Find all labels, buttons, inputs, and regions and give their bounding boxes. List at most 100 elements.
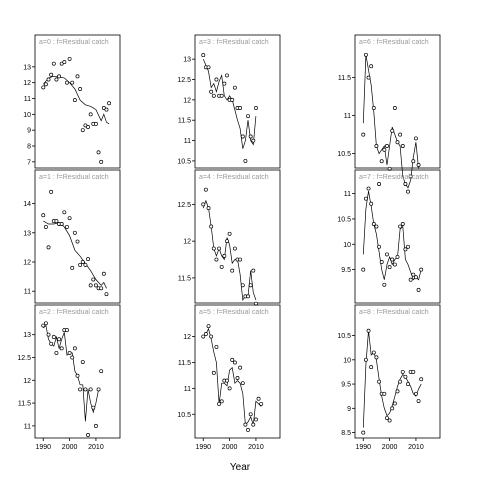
data-point [78, 387, 83, 392]
data-point [99, 159, 104, 164]
fitted-line [202, 58, 257, 149]
data-point [403, 182, 408, 186]
data-point [377, 182, 382, 186]
data-point [67, 216, 72, 221]
data-point [91, 277, 96, 282]
data-point [43, 321, 48, 326]
y-tick-label: 11 [24, 96, 31, 103]
data-point [253, 417, 258, 422]
data-point [214, 257, 219, 262]
fitted-line [362, 330, 422, 428]
data-point [251, 138, 256, 143]
y-tick-label: 10 [343, 242, 351, 249]
data-point [78, 87, 83, 91]
y-tick-label: 12.5 [17, 355, 31, 362]
x-axis-label: Year [230, 462, 251, 473]
y-tick-label: 9 [347, 406, 351, 413]
data-point [41, 85, 46, 90]
data-point [86, 433, 90, 437]
y-tick-label: 11 [184, 386, 191, 393]
data-point [96, 387, 101, 392]
data-point [374, 144, 379, 148]
data-point [65, 80, 69, 85]
y-tick-label: 10.5 [337, 151, 351, 158]
data-point [54, 219, 59, 224]
data-point [232, 360, 237, 365]
data-point [88, 112, 93, 117]
panel: a=2 : f=Residual catch 11 11.5 12 12.5 13 1990… [17, 304, 121, 451]
panel-frame [354, 304, 441, 439]
data-point [403, 374, 408, 379]
y-tick-label: 11 [184, 138, 191, 145]
data-point [361, 430, 366, 435]
x-tick-label: 2000 [62, 444, 78, 451]
y-tick-label: 8 [27, 144, 31, 151]
data-point [371, 350, 376, 355]
panel-frame [194, 304, 281, 439]
data-point [400, 144, 405, 148]
y-tick-label: 11 [24, 289, 31, 296]
data-point [406, 244, 410, 249]
data-point [46, 77, 51, 82]
data-point [403, 247, 408, 252]
panel-frame [34, 169, 121, 304]
data-point [93, 121, 98, 126]
data-point [385, 252, 389, 257]
data-point [243, 422, 248, 427]
data-point [46, 245, 51, 250]
data-point [51, 61, 56, 66]
data-point [107, 101, 112, 106]
panel-frame [354, 169, 441, 304]
data-point [227, 231, 232, 236]
y-tick-label: 9.5 [341, 267, 351, 274]
strip-label: a=4 : f=Residual catch [199, 174, 269, 181]
data-point [104, 292, 109, 297]
y-tick-label: 12.5 [177, 77, 191, 84]
data-point [387, 418, 392, 423]
y-tick-label: 8.5 [341, 430, 351, 437]
data-point [253, 106, 258, 110]
data-point [65, 224, 69, 229]
x-tick-label: 1990 [355, 444, 371, 451]
data-point [86, 257, 90, 262]
data-point [369, 64, 374, 69]
data-point [230, 97, 235, 102]
data-point [41, 323, 46, 328]
data-point [406, 382, 410, 387]
fitted-line [203, 327, 262, 426]
panel: a=3 : f=Residual catch 10.5 11 11.5 12 12.5 13 [177, 34, 281, 169]
data-point [49, 72, 54, 77]
data-point [259, 401, 264, 406]
data-point [251, 422, 256, 427]
y-tick-label: 12 [183, 334, 191, 341]
data-point [203, 332, 208, 336]
panel: a=7 : f=Residual catch 9.5 10 10.5 11 [337, 169, 441, 304]
data-point [67, 350, 72, 355]
data-point [395, 140, 400, 145]
data-point [390, 257, 395, 262]
data-point [70, 355, 75, 360]
data-point [366, 75, 371, 80]
data-point [206, 206, 211, 211]
panel: a=0 : f=Residual catch 7 8 9 10 11 12 13 [23, 34, 121, 169]
data-point [99, 286, 104, 291]
data-point [201, 334, 206, 339]
y-tick-label: 12 [183, 97, 191, 104]
y-tick-label: 11.5 [338, 75, 351, 82]
data-point [211, 370, 216, 375]
data-point [219, 399, 224, 404]
data-point [88, 387, 93, 392]
strip-label: a=3 : f=Residual catch [199, 39, 269, 46]
data-point [246, 114, 250, 119]
y-tick-label: 12 [23, 80, 31, 87]
data-point [390, 128, 395, 133]
data-point [398, 379, 403, 384]
data-point [78, 262, 83, 267]
fitted-line [362, 54, 419, 189]
fitted-line [43, 220, 107, 289]
data-point [219, 264, 224, 269]
data-point [413, 136, 418, 141]
panel: a=4 : f=Residual catch 11.5 12 12.5 [177, 169, 281, 306]
data-point [419, 377, 424, 382]
